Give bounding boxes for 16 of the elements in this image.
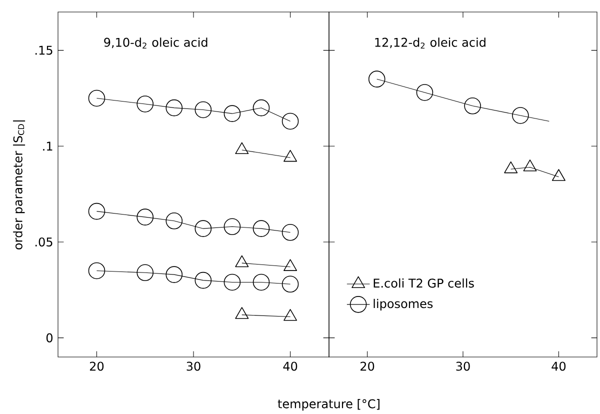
legend-label: E.coli T2 GP cells <box>374 278 474 288</box>
x-tick-label: 40 <box>552 362 566 371</box>
x-tick-label: 30 <box>456 362 470 371</box>
y-axis-title: order parameter |S$_{CD}$| <box>13 120 26 250</box>
x-tick-label: 40 <box>283 362 298 371</box>
y-tick-label: .05 <box>35 237 52 247</box>
annotation: 12,12-d$_{2}$ oleic acid <box>375 38 486 48</box>
annotation: 9,10-d$_{2}$ oleic acid <box>104 38 208 49</box>
x-tick-label: 30 <box>186 362 200 371</box>
y-tick-label: .15 <box>35 46 52 55</box>
x-axis-title: temperature [°C] <box>278 399 380 411</box>
x-tick-label: 20 <box>90 362 104 371</box>
x-tick-label: 20 <box>360 362 374 371</box>
legend-label: liposomes <box>374 298 433 310</box>
y-tick-label: .1 <box>43 142 52 151</box>
y-tick-label: 0 <box>46 333 52 342</box>
